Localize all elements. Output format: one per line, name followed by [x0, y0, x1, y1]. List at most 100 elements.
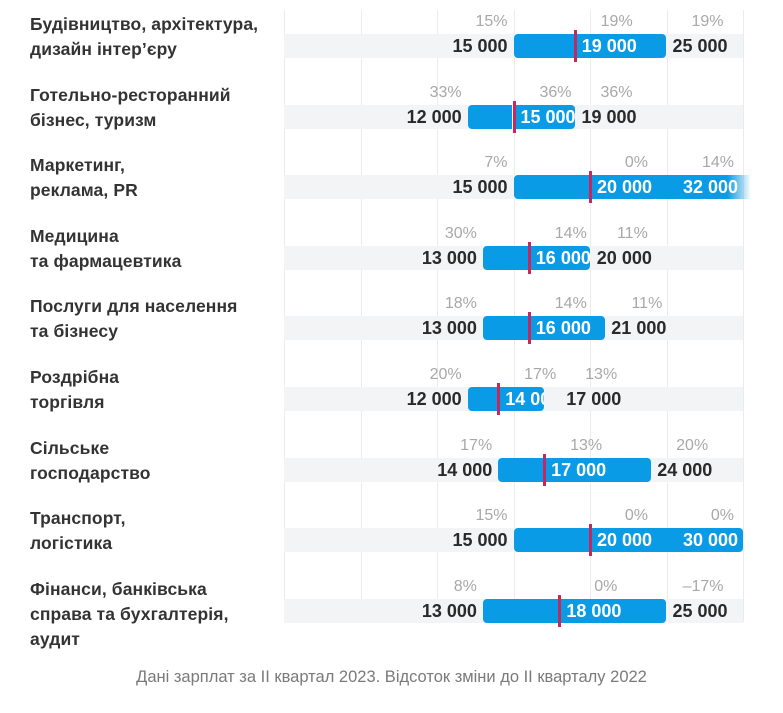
min-change: 30% — [444, 224, 477, 242]
max-change: 11% — [616, 224, 648, 242]
range-bar-lower — [467, 387, 498, 411]
median-change: 0% — [594, 577, 618, 595]
category-label: та бізнесу — [30, 321, 119, 342]
median-value: 18 000 — [566, 600, 622, 621]
min-value: 15 000 — [452, 530, 508, 551]
range-bar-lower — [513, 34, 574, 58]
min-value: 14 000 — [437, 459, 493, 480]
category-label: та фармацевтика — [30, 250, 182, 271]
min-value: 15 000 — [452, 36, 508, 56]
max-change: 14% — [701, 154, 734, 172]
range-bar-lower — [467, 104, 513, 129]
min-value: 13 000 — [421, 247, 477, 268]
median-value: 14 000 — [505, 389, 544, 409]
category-label: господарство — [30, 462, 151, 483]
min-value: 12 000 — [406, 389, 462, 409]
median-marker — [497, 383, 501, 415]
category-label: Послуги для населення — [30, 296, 238, 317]
median-change: 14% — [554, 295, 587, 313]
category-label: Сільське — [30, 437, 110, 458]
min-change: 8% — [453, 577, 477, 595]
range-bar-lower — [498, 457, 544, 482]
category-label: Роздрібна — [30, 367, 120, 387]
category-label: бізнес, туризм — [30, 109, 157, 130]
min-change: 15% — [475, 13, 508, 30]
max-value: 19 000 — [581, 106, 637, 127]
gridline — [743, 10, 744, 622]
range-bar-upper: 20 000 — [592, 528, 743, 553]
min-value: 15 000 — [452, 177, 508, 198]
median-marker — [543, 453, 547, 486]
category-label: Медицина — [30, 225, 119, 246]
median-marker — [573, 30, 577, 62]
median-marker — [589, 171, 592, 204]
range-bar-lower — [482, 316, 528, 341]
max-change: 19% — [691, 13, 724, 30]
gridline — [360, 10, 362, 622]
min-value: 13 000 — [421, 318, 477, 339]
category-label: справа та бухгалтерія, — [30, 603, 229, 624]
range-bar-upper: 15 000 — [515, 104, 575, 129]
median-value: 19 000 — [581, 36, 637, 56]
category-label: Будівництво, архітектура, — [30, 14, 259, 34]
median-change: 0% — [624, 507, 648, 525]
max-value: 32 000 — [683, 177, 739, 198]
range-bar-upper: 16 000 — [530, 245, 590, 270]
category-label: Готельно-ресторанний — [30, 84, 231, 105]
median-value: 15 000 — [520, 106, 575, 127]
category-label: аудит — [30, 628, 80, 649]
max-value: 30 000 — [683, 530, 739, 551]
max-value: 24 000 — [657, 459, 713, 480]
max-change: 11% — [631, 295, 663, 313]
median-change: 17% — [524, 366, 557, 383]
min-change: 15% — [475, 507, 508, 525]
range-bar-lower — [513, 175, 589, 200]
median-marker — [527, 241, 531, 274]
median-value: 16 000 — [535, 247, 590, 268]
category-label: Маркетинг, — [30, 155, 125, 176]
max-value: 20 000 — [596, 247, 652, 268]
max-value: 25 000 — [672, 600, 728, 621]
min-change: 7% — [484, 154, 508, 172]
median-value: 16 000 — [535, 318, 591, 339]
median-marker — [589, 524, 592, 557]
median-change: 0% — [624, 154, 648, 172]
min-change: 17% — [460, 436, 493, 454]
max-change: 20% — [676, 436, 709, 454]
category-label: логістика — [30, 533, 113, 554]
range-bar-upper: 17 000 — [546, 457, 652, 482]
gridline — [590, 10, 591, 622]
median-value: 20 000 — [597, 177, 653, 198]
max-change: 0% — [710, 507, 734, 525]
range-bar-lower — [482, 245, 528, 270]
category-label: реклама, PR — [30, 180, 138, 201]
median-change: 19% — [600, 13, 633, 30]
max-change: –17% — [682, 577, 724, 595]
gridline — [284, 10, 285, 622]
min-value: 12 000 — [406, 106, 462, 127]
gridline — [437, 10, 438, 622]
category-label: Фінанси, банківська — [30, 578, 207, 599]
min-change: 33% — [429, 83, 462, 101]
min-change: 18% — [444, 295, 477, 313]
median-marker — [558, 594, 562, 627]
category-label: Транспорт, — [30, 508, 126, 529]
max-value: 17 000 — [566, 389, 622, 409]
gridline — [666, 10, 668, 622]
min-value: 13 000 — [421, 600, 477, 621]
median-marker — [527, 312, 531, 345]
max-change: 36% — [600, 83, 633, 101]
category-label: дизайн інтер’єру — [30, 39, 178, 59]
range-bar-lower — [513, 528, 589, 553]
range-bar-upper: 20 000 — [592, 175, 751, 200]
chart-caption: Дані зарплат за ІІ квартал 2023. Відсото… — [136, 668, 647, 686]
max-value: 25 000 — [672, 36, 728, 56]
median-change: 14% — [554, 224, 587, 242]
range-bar-upper: 16 000 — [530, 316, 606, 341]
median-change: 36% — [539, 83, 572, 101]
median-marker — [512, 100, 516, 133]
range-bar-lower — [482, 598, 559, 623]
median-value: 20 000 — [597, 530, 653, 551]
range-bar-upper: 19 000 — [576, 34, 667, 58]
